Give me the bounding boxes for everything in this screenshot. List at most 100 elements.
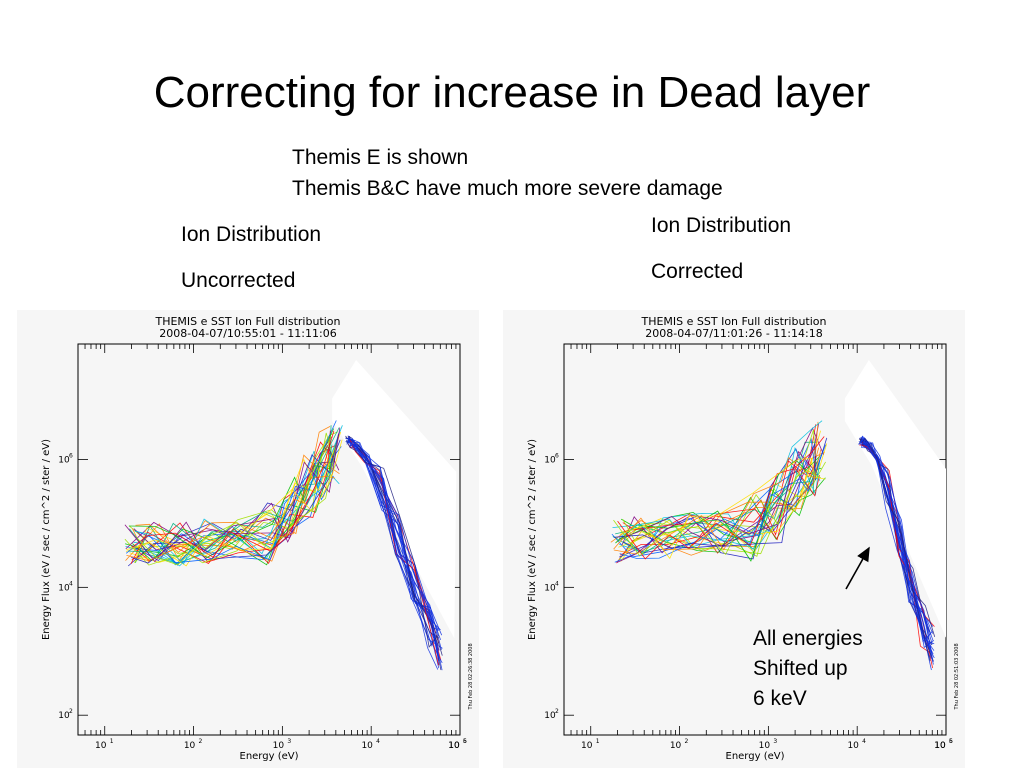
y-tick-exponent: 6: [555, 452, 559, 459]
x-tick-label: 10: [448, 741, 460, 751]
y-axis-label: Energy Flux (eV / sec / cm^2 / ster / eV…: [527, 439, 538, 640]
y-tick-exponent: 4: [69, 580, 73, 587]
x-tick-exponent: 3: [773, 738, 777, 745]
chart-subtitle: 2008-04-07/10:55:01 - 11:11:06: [159, 327, 336, 340]
series-line: [128, 427, 340, 553]
x-tick-exponent: 3: [287, 738, 291, 745]
x-tick-label: 10: [670, 741, 682, 751]
y-tick-exponent: 6: [69, 452, 73, 459]
x-tick-exponent: 1: [596, 738, 600, 745]
series-line: [616, 450, 817, 563]
left-label-line-2: Uncorrected: [181, 269, 296, 292]
x-tick-exponent: 6: [949, 738, 953, 745]
chart-subtitle: 2008-04-07/11:01:26 - 11:14:18: [645, 327, 822, 340]
series-line: [125, 420, 337, 564]
chart-title: THEMIS e SST Ion Full distribution: [154, 315, 340, 328]
band-line: [347, 444, 442, 661]
mask-region: [844, 359, 946, 638]
annotation-line-2: Shifted up: [753, 657, 848, 680]
series-line: [619, 460, 818, 556]
x-tick-label: 10: [273, 741, 285, 751]
x-tick-label: 10: [847, 741, 859, 751]
series-line: [134, 464, 337, 565]
band-line: [858, 441, 931, 658]
y-tick-label: 10: [58, 455, 70, 465]
chart-right-svg: THEMIS e SST Ion Full distribution2008-0…: [527, 315, 960, 762]
chart-left-svg: THEMIS e SST Ion Full distribution2008-0…: [41, 315, 474, 762]
series-line: [130, 430, 331, 565]
y-tick-label: 10: [58, 583, 70, 593]
series-line: [619, 444, 826, 559]
x-tick-label: 10: [934, 741, 946, 751]
left-label-line-1: Ion Distribution: [181, 223, 322, 246]
x-tick-label: 10: [95, 741, 107, 751]
y-tick-exponent: 2: [555, 708, 559, 715]
series-line: [619, 458, 816, 560]
series-line: [126, 426, 331, 562]
band-line: [349, 440, 439, 670]
y-tick-exponent: 2: [69, 708, 73, 715]
series-line: [613, 470, 822, 557]
x-axis-label: Energy (eV): [240, 751, 299, 762]
x-tick-label: 10: [759, 741, 771, 751]
series-group: [124, 359, 457, 671]
y-tick-label: 10: [544, 711, 556, 721]
series-line: [126, 439, 343, 557]
band-line: [346, 439, 440, 648]
series-line: [134, 469, 334, 566]
x-tick-exponent: 1: [110, 738, 114, 745]
series-line: [615, 455, 821, 562]
band-line: [346, 437, 439, 656]
band-line: [345, 438, 441, 631]
y-tick-exponent: 4: [555, 580, 559, 587]
slide-title: Correcting for increase in Dead layer: [153, 68, 871, 117]
series-line: [622, 429, 817, 555]
y-tick-label: 10: [544, 583, 556, 593]
series-line: [620, 475, 826, 562]
right-label-line-1: Ion Distribution: [651, 214, 792, 237]
x-tick-exponent: 6: [463, 738, 467, 745]
right-label-line-2: Corrected: [651, 260, 744, 283]
y-tick-label: 10: [544, 455, 556, 465]
side-stamp: Thu Feb 28 02:51:03 2008: [954, 643, 960, 710]
y-tick-label: 10: [58, 711, 70, 721]
x-tick-label: 10: [448, 741, 460, 751]
series-line: [622, 437, 828, 554]
subtitle-line-2: Themis B&C have much more severe damage: [292, 177, 723, 200]
x-tick-exponent: 5: [949, 738, 953, 745]
x-tick-label: 10: [934, 741, 946, 751]
series-line: [136, 435, 332, 566]
band-line: [861, 437, 931, 661]
series-line: [131, 433, 339, 564]
series-line: [617, 436, 825, 560]
x-tick-label: 10: [184, 741, 196, 751]
chart-title: THEMIS e SST Ion Full distribution: [640, 315, 826, 328]
x-tick-exponent: 2: [199, 738, 203, 745]
series-line: [612, 456, 817, 555]
x-tick-label: 10: [581, 741, 593, 751]
x-tick-exponent: 5: [463, 738, 467, 745]
annotation-text: All energies Shifted up 6 keV: [753, 624, 863, 714]
series-line: [131, 430, 335, 559]
x-axis-label: Energy (eV): [726, 751, 785, 762]
band-line: [861, 441, 934, 663]
y-axis-label: Energy Flux (eV / sec / cm^2 / ster / eV…: [41, 439, 52, 640]
annotation-line-1: All energies: [753, 627, 863, 650]
series-line: [619, 420, 823, 547]
x-tick-exponent: 4: [862, 738, 866, 745]
annotation-line-3: 6 keV: [753, 687, 807, 710]
series-group: [610, 359, 946, 671]
chart-right: THEMIS e SST Ion Full distribution 2008-0…: [503, 310, 965, 768]
band-line: [350, 439, 443, 671]
side-stamp: Thu Feb 28 02:26:38 2008: [468, 643, 474, 710]
chart-left: THEMIS e SST Ion Full distribution 2008-0…: [17, 310, 479, 768]
x-tick-exponent: 2: [685, 738, 689, 745]
series-line: [614, 437, 816, 563]
series-line: [124, 427, 341, 563]
x-tick-exponent: 4: [376, 738, 380, 745]
subtitle-line-1: Themis E is shown: [292, 146, 469, 169]
series-line: [124, 434, 339, 566]
series-line: [618, 423, 819, 547]
x-tick-label: 10: [361, 741, 373, 751]
series-line: [611, 459, 818, 558]
